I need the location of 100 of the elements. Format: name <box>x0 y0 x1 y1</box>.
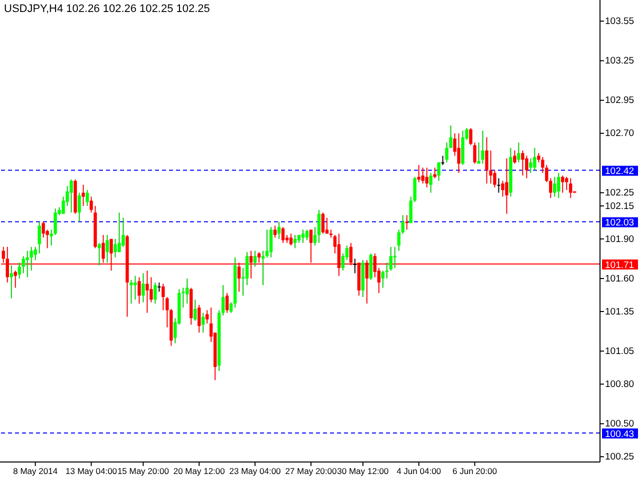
x-tick-label: 30 May 12:00 <box>337 466 389 476</box>
y-tick-label: 101.90 <box>605 234 634 245</box>
candlestick <box>417 164 420 183</box>
candlestick <box>30 246 33 272</box>
candlestick <box>221 284 225 316</box>
candlestick <box>313 226 317 246</box>
y-tick-label: 103.55 <box>605 16 634 27</box>
candlestick <box>413 176 416 202</box>
candlestick <box>146 270 149 314</box>
x-tick-label: 20 May 12:00 <box>173 466 226 476</box>
candlestick <box>245 252 249 286</box>
candlestick <box>533 147 536 171</box>
candlestick <box>38 221 41 254</box>
candlestick <box>134 275 137 300</box>
candlestick <box>501 180 504 198</box>
candlestick <box>269 226 273 258</box>
candlestick <box>86 190 89 206</box>
candlestick <box>130 279 133 304</box>
candlestick <box>317 209 321 244</box>
candlestick <box>293 234 297 249</box>
candlestick <box>485 136 488 184</box>
candlestick <box>142 272 145 303</box>
candlestick <box>421 167 424 184</box>
candlestick <box>385 262 388 280</box>
y-tick-label: 102.95 <box>605 95 634 106</box>
candlestick <box>521 150 524 176</box>
y-tick-label: 102.70 <box>605 128 634 140</box>
candlestick <box>158 282 161 292</box>
candlestick <box>517 142 520 163</box>
candlestick <box>194 299 197 322</box>
candlestick <box>98 242 101 266</box>
candlestick <box>154 282 157 304</box>
candlestick <box>82 184 85 206</box>
candlestick <box>70 179 73 214</box>
candlestick <box>489 150 492 184</box>
y-tick-label: 100.25 <box>605 452 634 463</box>
y-tick-label: 103.25 <box>605 56 634 67</box>
candlestick <box>457 132 460 174</box>
x-tick-label: 27 May 20:00 <box>285 466 337 476</box>
candlestick <box>42 221 45 238</box>
candlestick <box>433 167 436 179</box>
candlestick <box>369 252 372 280</box>
candlestick <box>277 221 281 240</box>
candlestick <box>305 229 309 241</box>
y-tick-label: 100.80 <box>605 378 634 390</box>
candlestick <box>569 178 572 198</box>
candlestick <box>206 310 209 324</box>
ref-line-label: 101.71 <box>605 260 634 271</box>
candlestick <box>393 246 396 268</box>
candlestick <box>493 170 496 188</box>
candlestick <box>513 150 516 164</box>
candlestick <box>553 176 556 198</box>
candlestick <box>229 302 233 314</box>
candlestick <box>497 178 500 194</box>
ref-line-label: 102.42 <box>605 166 634 178</box>
candlestick <box>114 238 117 258</box>
candlestick <box>505 158 508 214</box>
candlestick <box>186 278 189 304</box>
chart-title: USDJPY,H4 102.26 102.26 102.25 102.25 <box>4 3 210 15</box>
candlestick <box>273 225 277 238</box>
candlestick <box>557 172 560 198</box>
candlestick <box>565 176 568 191</box>
candlestick <box>253 250 257 268</box>
candlestick <box>106 234 109 264</box>
candlestick <box>353 258 357 274</box>
y-tick-label: 102.25 <box>605 188 634 199</box>
x-tick-label: 8 May 2014 <box>13 466 58 476</box>
y-tick-label: 101.35 <box>605 306 634 318</box>
candlestick <box>225 292 229 314</box>
candlestick <box>10 264 13 299</box>
x-tick-label: 15 May 20:00 <box>117 466 170 476</box>
ref-line-label: 100.43 <box>605 428 634 440</box>
candlestick <box>34 246 37 261</box>
candlestick <box>162 283 165 311</box>
y-tick-label: 102.15 <box>605 200 634 212</box>
candlestick <box>265 229 269 258</box>
candlestick <box>198 304 201 334</box>
candlestick <box>381 270 384 288</box>
candlestick <box>549 178 552 198</box>
candlestick <box>138 276 141 304</box>
y-tick-label: 101.60 <box>605 273 634 284</box>
candlestick <box>481 130 484 164</box>
candlestick <box>425 167 428 188</box>
candlestick <box>561 175 564 194</box>
candlestick <box>301 229 305 244</box>
candlestick <box>525 155 528 179</box>
candlestick <box>321 212 325 234</box>
candlestick <box>90 196 93 214</box>
candlestick <box>545 164 548 183</box>
candlestick <box>529 158 532 174</box>
candlestick <box>441 155 444 166</box>
candlestick <box>281 226 285 244</box>
y-tick-label: 100.50 <box>605 418 634 430</box>
candlestick <box>150 276 153 303</box>
candlestick <box>78 192 81 222</box>
candlestick <box>325 217 329 234</box>
candlestick <box>22 256 25 274</box>
candlestick <box>389 246 392 272</box>
candlestick <box>18 262 21 280</box>
candlestick <box>14 270 17 288</box>
